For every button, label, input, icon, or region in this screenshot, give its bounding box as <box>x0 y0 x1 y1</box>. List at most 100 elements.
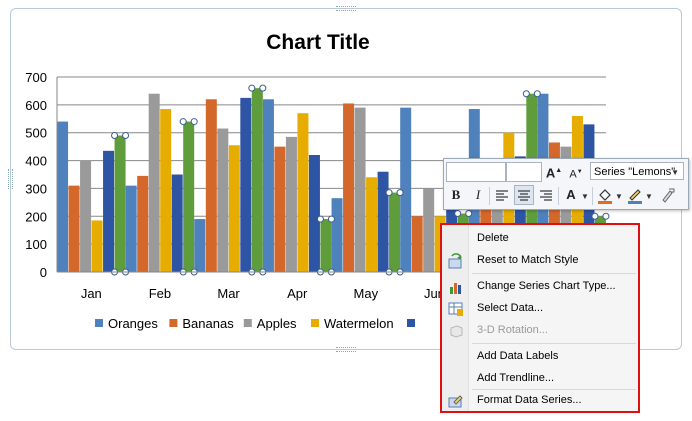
bar-grapes[interactable] <box>240 97 252 273</box>
menu-separator <box>472 273 636 274</box>
bar-oranges[interactable] <box>400 107 412 273</box>
italic-button[interactable]: I <box>468 185 488 205</box>
legend-swatch <box>95 319 103 327</box>
menu-item-delete[interactable]: Delete <box>442 229 638 249</box>
font-color-button[interactable]: A <box>561 185 581 205</box>
menu-item-select-data[interactable]: Select Data... <box>442 299 638 319</box>
resize-handle-bottom[interactable] <box>336 347 356 352</box>
align-right-button[interactable] <box>536 185 556 205</box>
chart-title[interactable]: Chart Title <box>266 31 369 54</box>
menu-item-3d-rotation: 3-D Rotation... <box>442 321 638 341</box>
menu-item-label: 3-D Rotation... <box>477 324 548 336</box>
menu-item-format-data-series[interactable]: Format Data Series... <box>442 391 638 411</box>
bar-bananas[interactable] <box>68 185 80 272</box>
bar-oranges[interactable] <box>331 198 343 272</box>
bar-bananas[interactable] <box>205 99 217 273</box>
menu-item-add-data-labels[interactable]: Add Data Labels <box>442 347 638 367</box>
bar-lemons[interactable] <box>251 88 263 273</box>
bar-oranges[interactable] <box>194 219 206 272</box>
selection-handle <box>111 132 119 139</box>
resize-handle-left[interactable] <box>8 169 13 189</box>
bar-watermelon[interactable] <box>297 113 309 272</box>
selection-handle <box>122 132 130 139</box>
y-tick-label: 300 <box>25 181 47 196</box>
selection-handle <box>316 215 324 223</box>
align-center-icon <box>518 190 530 201</box>
y-tick-label: 200 <box>25 209 47 224</box>
chevron-down-icon[interactable]: ▼ <box>615 192 623 201</box>
bar-grapes[interactable] <box>308 155 320 272</box>
chevron-down-icon: ▼ <box>671 168 679 177</box>
bar-oranges[interactable] <box>125 185 137 272</box>
bar-bananas[interactable] <box>411 216 423 272</box>
shrink-font-button[interactable]: A▼ <box>569 168 583 181</box>
legend-entry[interactable]: Watermelon <box>324 316 394 331</box>
bar-grapes[interactable] <box>171 174 183 273</box>
bar-lemons[interactable] <box>389 192 401 272</box>
bar-grapes[interactable] <box>103 150 115 272</box>
bar-oranges[interactable] <box>57 121 69 272</box>
align-left-icon <box>496 190 508 201</box>
bold-button[interactable]: B <box>446 185 466 205</box>
bar-apples[interactable] <box>217 128 229 272</box>
selection-handle <box>396 189 404 197</box>
menu-item-label: Reset to Match Style <box>477 254 579 266</box>
bar-apples[interactable] <box>80 160 92 272</box>
bar-oranges[interactable] <box>262 99 274 273</box>
bar-bananas[interactable] <box>137 175 149 272</box>
paint-bucket-icon <box>598 189 612 204</box>
fill-color-button[interactable] <box>595 185 615 205</box>
outline-color-button[interactable] <box>625 185 645 205</box>
font-name-box[interactable] <box>446 162 506 182</box>
format-painter-button[interactable] <box>657 185 677 205</box>
rotation-3d-icon <box>450 325 463 338</box>
bar-apples[interactable] <box>423 188 435 272</box>
bar-watermelon[interactable] <box>160 109 172 273</box>
reset-style-icon <box>448 253 462 269</box>
bar-watermelon[interactable] <box>91 220 103 272</box>
menu-item-add-trendline[interactable]: Add Trendline... <box>442 369 638 389</box>
bar-lemons[interactable] <box>114 135 126 273</box>
grow-font-button[interactable]: A▲ <box>545 165 563 181</box>
bar-grapes[interactable] <box>514 156 526 272</box>
x-tick-label: Jan <box>81 286 102 301</box>
gridlines <box>57 76 606 245</box>
toolbar-divider <box>592 187 593 205</box>
bar-bananas[interactable] <box>343 103 355 272</box>
menu-item-change-series-chart-type[interactable]: Change Series Chart Type... <box>442 277 638 297</box>
toolbar-divider <box>489 187 490 205</box>
legend-entry[interactable]: Apples <box>257 316 297 331</box>
series-selector-value: Series "Lemons" <box>594 166 676 178</box>
selection-handle <box>591 212 599 220</box>
legend-swatch <box>311 319 319 327</box>
bar-apples[interactable] <box>148 93 160 272</box>
menu-separator <box>472 343 636 344</box>
menu-item-reset-to-match-style[interactable]: Reset to Match Style <box>442 251 638 271</box>
bold-icon: B <box>451 187 461 202</box>
series-selector[interactable]: Series "Lemons" ▼ <box>590 162 684 180</box>
bar-grapes[interactable] <box>377 171 389 272</box>
chevron-down-icon[interactable]: ▼ <box>645 192 653 201</box>
legend-entry[interactable]: Bananas <box>182 316 234 331</box>
bar-apples[interactable] <box>285 136 297 272</box>
bar-bananas[interactable] <box>274 146 286 272</box>
align-left-button[interactable] <box>492 185 512 205</box>
chevron-down-icon[interactable]: ▼ <box>581 192 589 201</box>
y-tick-label: 100 <box>25 237 47 252</box>
bar-lemons[interactable] <box>183 121 195 272</box>
resize-handle-top[interactable] <box>336 6 356 11</box>
legend[interactable]: Oranges Bananas Apples Watermelon <box>95 316 505 331</box>
bar-watermelon[interactable] <box>228 145 240 272</box>
selection-handle <box>454 210 462 217</box>
bar-lemons[interactable] <box>320 219 332 272</box>
format-series-icon <box>448 395 463 408</box>
toolbar-divider <box>558 187 559 205</box>
y-tick-label: 600 <box>25 98 47 113</box>
selection-handle <box>248 84 256 92</box>
align-center-button[interactable] <box>514 185 534 205</box>
legend-entry[interactable]: Oranges <box>108 316 158 331</box>
font-size-box[interactable] <box>506 162 542 182</box>
bar-apples[interactable] <box>354 107 366 273</box>
context-menu: Delete Reset to Match Style Change Serie… <box>440 223 640 413</box>
bar-watermelon[interactable] <box>366 177 378 272</box>
